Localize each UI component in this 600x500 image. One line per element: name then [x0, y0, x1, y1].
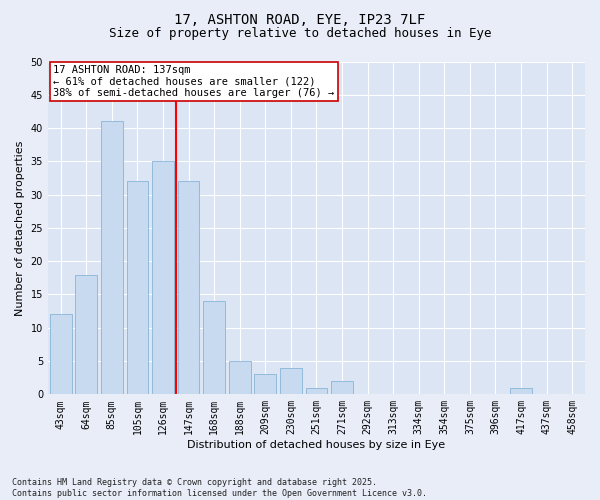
- Text: Size of property relative to detached houses in Eye: Size of property relative to detached ho…: [109, 28, 491, 40]
- Bar: [101, 122, 123, 394]
- Bar: [50, 314, 71, 394]
- Text: Contains HM Land Registry data © Crown copyright and database right 2025.
Contai: Contains HM Land Registry data © Crown c…: [12, 478, 427, 498]
- Y-axis label: Number of detached properties: Number of detached properties: [15, 140, 25, 316]
- Bar: [127, 182, 148, 394]
- Bar: [510, 388, 532, 394]
- Bar: [76, 274, 97, 394]
- Bar: [305, 388, 328, 394]
- Text: 17, ASHTON ROAD, EYE, IP23 7LF: 17, ASHTON ROAD, EYE, IP23 7LF: [175, 12, 425, 26]
- Bar: [152, 162, 174, 394]
- Bar: [280, 368, 302, 394]
- Bar: [331, 381, 353, 394]
- Bar: [229, 361, 251, 394]
- Bar: [203, 301, 225, 394]
- Bar: [178, 182, 199, 394]
- Bar: [254, 374, 276, 394]
- Text: 17 ASHTON ROAD: 137sqm
← 61% of detached houses are smaller (122)
38% of semi-de: 17 ASHTON ROAD: 137sqm ← 61% of detached…: [53, 65, 335, 98]
- X-axis label: Distribution of detached houses by size in Eye: Distribution of detached houses by size …: [187, 440, 446, 450]
